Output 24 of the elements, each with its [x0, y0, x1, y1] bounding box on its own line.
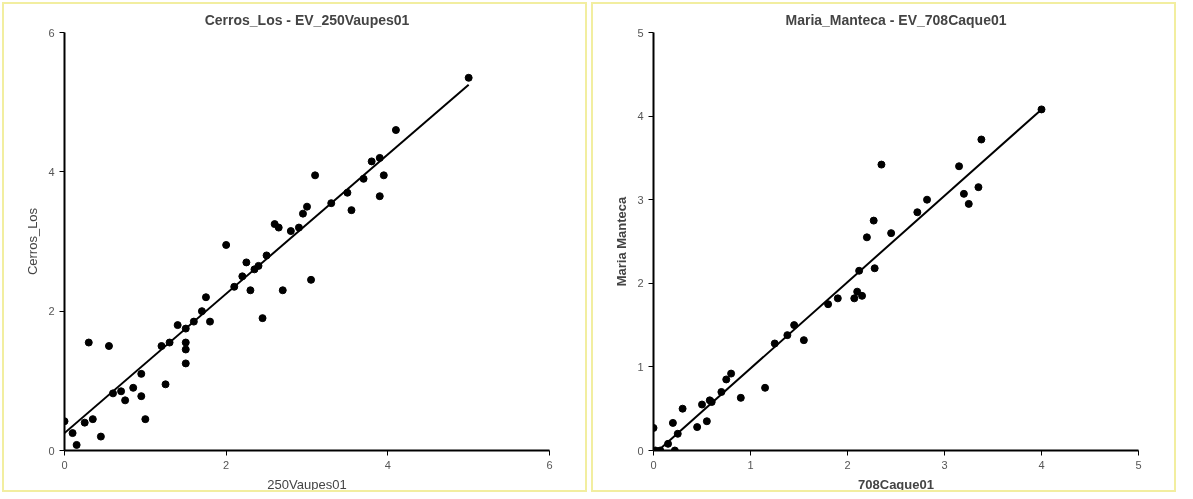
- x-tick-label: 0: [61, 458, 68, 471]
- chart-title: Maria_Manteca - EV_708Caque01: [785, 11, 1007, 28]
- y-tick-label: 4: [48, 165, 55, 178]
- x-tick-label: 4: [384, 458, 391, 471]
- x-tick-label: 4: [1038, 458, 1045, 471]
- chart-title: Cerros_Los - EV_250Vaupes01: [204, 11, 410, 28]
- y-tick-label: 2: [48, 305, 55, 318]
- y-tick-label: 3: [637, 193, 644, 206]
- x-tick-label: 1: [747, 458, 754, 471]
- y-axis-title: Maria Manteca: [614, 195, 630, 287]
- y-axis-title: Cerros_Los: [25, 207, 41, 276]
- x-tick-label: 2: [223, 458, 230, 471]
- y-tick-label: 6: [48, 26, 55, 39]
- x-tick-label: 0: [650, 458, 657, 471]
- x-tick-label: 2: [844, 458, 851, 471]
- y-tick-label: 0: [48, 444, 55, 457]
- y-tick-label: 5: [637, 26, 644, 39]
- y-tick-label: 1: [637, 360, 644, 373]
- y-tick-label: 0: [637, 444, 644, 457]
- x-tick-label: 3: [941, 458, 948, 471]
- y-tick-label: 2: [637, 277, 644, 290]
- y-tick-label: 4: [637, 110, 644, 123]
- x-tick-label: 5: [1135, 458, 1142, 471]
- x-tick-label: 6: [546, 458, 553, 471]
